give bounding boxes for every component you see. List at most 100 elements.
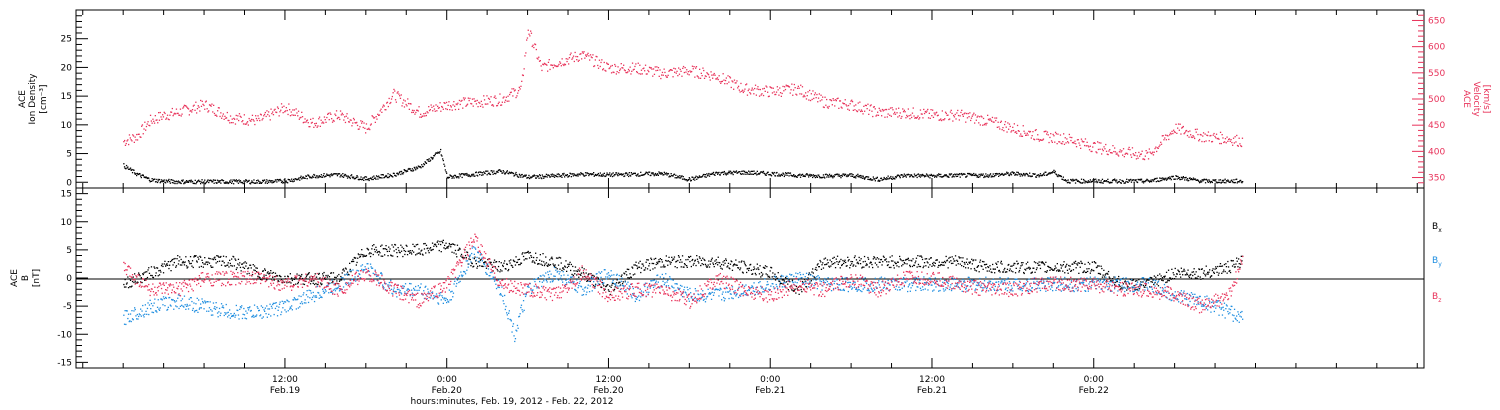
data-point-velocity [1052, 133, 1054, 136]
data-point-velocity [547, 61, 550, 63]
data-point-bx [1093, 261, 1095, 263]
data-point-bx [264, 268, 266, 270]
data-point-velocity [1041, 139, 1043, 141]
data-point-velocity [1224, 138, 1227, 140]
data-point-bx [1001, 263, 1003, 265]
data-point-velocity [479, 105, 482, 107]
data-point-ion-density [543, 177, 545, 179]
data-point-bx [853, 256, 856, 259]
data-point-bx [1158, 278, 1160, 281]
data-point-bx [1094, 261, 1096, 264]
data-point-velocity [949, 118, 951, 120]
data-point-ion-density [216, 182, 218, 184]
data-point-velocity [593, 65, 595, 68]
data-point-bx [1088, 268, 1090, 270]
data-point-velocity [675, 72, 677, 74]
data-point-ion-density [1184, 177, 1186, 179]
data-point-bx [134, 273, 136, 275]
data-point-velocity [334, 113, 336, 115]
data-point-velocity [762, 94, 765, 97]
data-point-bx [866, 264, 868, 266]
data-point-ion-density [891, 178, 893, 180]
data-point-velocity [1190, 136, 1193, 138]
data-point-bx [190, 262, 192, 265]
data-point-velocity [298, 118, 300, 120]
data-point-velocity [143, 128, 145, 130]
data-point-bx [195, 255, 197, 257]
data-point-ion-density [1070, 178, 1072, 181]
velocity-tick-label: 500 [1428, 95, 1445, 105]
data-point-by [148, 313, 150, 316]
data-point-bx [214, 258, 217, 261]
data-point-ion-density [303, 177, 305, 179]
data-point-ion-density [191, 180, 194, 183]
data-point-bx [1238, 263, 1240, 265]
data-point-ion-density [299, 177, 302, 179]
data-point-ion-density [523, 175, 525, 177]
density-label-line3: [cm⁻³] [39, 84, 49, 113]
data-point-bx [946, 260, 948, 262]
data-point-ion-density [980, 173, 982, 175]
data-point-velocity [522, 74, 524, 77]
data-point-ion-density [448, 176, 450, 179]
data-point-bx [288, 281, 290, 284]
data-point-bx [1115, 285, 1117, 287]
data-point-velocity [201, 100, 203, 102]
data-point-ion-density [882, 178, 885, 180]
data-point-ion-density [1054, 170, 1056, 173]
data-point-ion-density [353, 176, 355, 178]
data-point-ion-density [1109, 182, 1111, 184]
data-point-bx [804, 280, 806, 282]
data-point-ion-density [430, 156, 432, 159]
data-point-ion-density [1125, 180, 1127, 183]
data-point-velocity [646, 73, 648, 75]
data-point-ion-density [886, 178, 889, 180]
data-point-bx [750, 263, 752, 266]
data-point-ion-density [371, 176, 374, 178]
data-point-velocity [301, 116, 304, 118]
data-point-velocity [852, 109, 854, 111]
data-point-bx [396, 256, 399, 258]
data-point-ion-density [814, 176, 816, 179]
data-point-velocity [141, 125, 143, 127]
data-point-velocity [1002, 127, 1004, 129]
data-point-bx [1219, 265, 1221, 267]
data-point-ion-density [533, 174, 535, 176]
data-point-bx [230, 264, 232, 267]
data-point-ion-density [849, 173, 851, 175]
data-point-ion-density [535, 177, 537, 179]
data-point-ion-density [1216, 182, 1218, 184]
data-point-velocity [596, 56, 598, 58]
data-point-ion-density [366, 178, 368, 181]
data-point-bx [641, 263, 643, 265]
data-point-bx [196, 261, 198, 263]
data-point-velocity [661, 74, 663, 76]
data-point-ion-density [238, 179, 240, 181]
data-point-bx [425, 244, 428, 246]
data-point-velocity [648, 71, 650, 73]
data-point-ion-density [605, 175, 607, 177]
data-point-ion-density [256, 180, 258, 182]
data-point-bx [440, 243, 442, 246]
data-point-velocity [910, 114, 912, 116]
data-point-ion-density [200, 183, 202, 185]
data-point-ion-density [851, 175, 854, 177]
data-point-ion-density [270, 180, 273, 182]
data-point-bx [795, 292, 797, 294]
data-point-ion-density [617, 172, 620, 174]
data-point-by [208, 310, 210, 312]
data-point-bx [865, 264, 867, 267]
data-point-bx [289, 273, 291, 275]
data-point-ion-density [1202, 179, 1205, 181]
data-point-ion-density [750, 173, 752, 175]
data-point-bx [636, 265, 638, 267]
data-point-ion-density [1224, 178, 1226, 180]
data-point-ion-density [462, 173, 464, 175]
data-point-ion-density [949, 174, 951, 176]
data-point-bx [654, 267, 656, 269]
data-point-velocity [501, 101, 503, 103]
data-point-velocity [919, 117, 921, 119]
data-point-ion-density [187, 180, 189, 182]
data-point-velocity [133, 141, 135, 143]
data-point-ion-density [861, 177, 864, 179]
